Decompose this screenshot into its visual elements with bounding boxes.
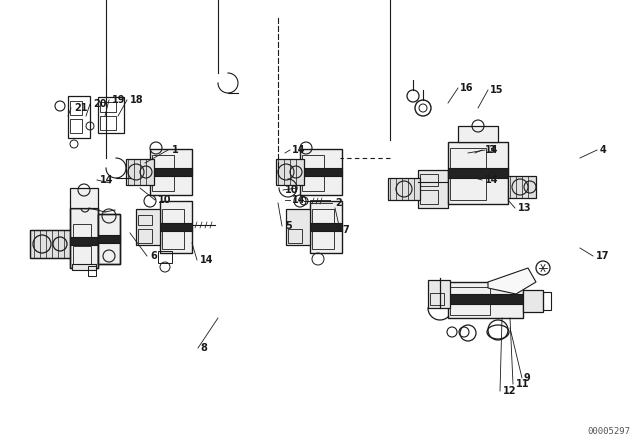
Bar: [288, 229, 302, 243]
Text: 14: 14: [292, 145, 305, 155]
Bar: [300, 168, 342, 176]
Text: 21: 21: [74, 103, 88, 113]
Text: 10: 10: [158, 195, 172, 205]
Text: 5: 5: [285, 221, 292, 231]
Bar: [98, 214, 120, 264]
Bar: [72, 264, 96, 270]
Bar: [420, 190, 438, 204]
Polygon shape: [488, 268, 536, 294]
Bar: [160, 201, 192, 253]
Bar: [418, 170, 448, 208]
Bar: [312, 209, 334, 227]
Text: 1: 1: [172, 145, 179, 155]
Bar: [100, 102, 116, 112]
Text: 18: 18: [130, 95, 143, 105]
Bar: [430, 293, 444, 305]
Text: 14: 14: [485, 175, 499, 185]
Bar: [150, 168, 192, 176]
Text: 2: 2: [335, 198, 342, 208]
Bar: [98, 214, 120, 264]
Bar: [312, 231, 334, 249]
Text: 7: 7: [342, 225, 349, 235]
Bar: [450, 176, 486, 200]
Bar: [310, 201, 342, 253]
Bar: [162, 231, 184, 249]
Bar: [302, 175, 324, 191]
Bar: [450, 148, 486, 172]
Bar: [276, 159, 304, 185]
Text: 4: 4: [600, 145, 607, 155]
Bar: [150, 149, 192, 195]
Bar: [126, 159, 154, 185]
Bar: [100, 116, 116, 130]
Text: 19: 19: [112, 95, 125, 105]
Bar: [98, 235, 120, 243]
Bar: [450, 287, 490, 299]
Text: 17: 17: [596, 251, 609, 261]
Text: 10: 10: [285, 185, 298, 195]
Bar: [136, 209, 160, 245]
Bar: [428, 280, 450, 308]
Text: 00005297: 00005297: [587, 427, 630, 436]
Text: 11: 11: [516, 379, 529, 389]
Bar: [98, 97, 124, 133]
Bar: [70, 119, 82, 133]
Bar: [70, 208, 98, 268]
Text: 14: 14: [200, 255, 214, 265]
Bar: [543, 292, 551, 310]
Text: 14: 14: [292, 195, 305, 205]
Bar: [300, 149, 342, 195]
Text: 8: 8: [200, 343, 207, 353]
Bar: [152, 175, 174, 191]
Bar: [138, 215, 152, 225]
Bar: [448, 294, 523, 304]
Bar: [310, 223, 342, 231]
Bar: [138, 229, 152, 243]
Text: 13: 13: [518, 203, 531, 213]
Text: 6: 6: [150, 251, 157, 261]
Text: 16: 16: [460, 83, 474, 93]
Bar: [68, 96, 90, 138]
Bar: [70, 101, 82, 115]
Bar: [458, 126, 498, 142]
Bar: [70, 188, 98, 208]
Bar: [388, 178, 420, 200]
Bar: [448, 282, 523, 318]
Text: 9: 9: [524, 373, 531, 383]
Bar: [286, 209, 310, 245]
Bar: [30, 230, 72, 258]
Bar: [152, 155, 174, 171]
Text: 12: 12: [503, 386, 516, 396]
Bar: [508, 176, 536, 198]
Text: 3: 3: [488, 145, 495, 155]
Bar: [73, 224, 91, 242]
Text: 15: 15: [490, 85, 504, 95]
Bar: [162, 209, 184, 227]
Bar: [448, 168, 508, 178]
Bar: [448, 142, 508, 204]
Bar: [420, 174, 438, 186]
Bar: [158, 251, 172, 263]
Bar: [160, 223, 192, 231]
Text: 14: 14: [100, 175, 113, 185]
Bar: [523, 290, 543, 312]
Bar: [30, 230, 72, 258]
Bar: [70, 237, 98, 245]
Bar: [73, 246, 91, 264]
Bar: [450, 301, 490, 315]
Bar: [88, 266, 96, 276]
Text: 20: 20: [93, 99, 106, 109]
Text: 14: 14: [485, 145, 499, 155]
Bar: [70, 208, 98, 268]
Bar: [302, 155, 324, 171]
